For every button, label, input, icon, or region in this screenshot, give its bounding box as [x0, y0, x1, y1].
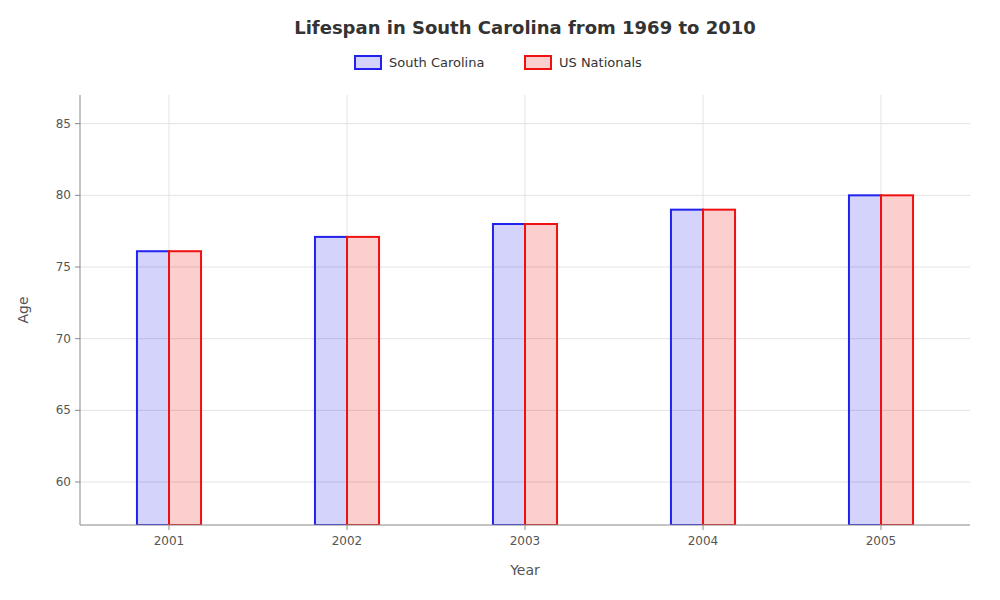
bar [671, 210, 703, 525]
bar [315, 237, 347, 525]
bar [493, 224, 525, 525]
y-tick [75, 338, 80, 339]
bar [881, 195, 913, 525]
x-tick-label: 2004 [688, 534, 719, 548]
legend: South Carolina US Nationals [355, 55, 642, 70]
bar [525, 224, 557, 525]
y-tick-label: 70 [56, 332, 71, 346]
bars [137, 195, 913, 525]
y-tick [75, 123, 80, 124]
y-axis-label: Age [15, 296, 31, 323]
y-tick-label: 85 [56, 117, 71, 131]
x-tick [347, 525, 348, 530]
legend-label: US Nationals [559, 55, 642, 70]
x-tick-label: 2003 [510, 534, 541, 548]
y-tick-label: 80 [56, 188, 71, 202]
y-tick [75, 195, 80, 196]
x-tick [169, 525, 170, 530]
x-tick [881, 525, 882, 530]
x-tick-label: 2002 [332, 534, 363, 548]
legend-swatch [525, 56, 551, 69]
y-tick-label: 75 [56, 260, 71, 274]
x-tick-label: 2001 [154, 534, 185, 548]
title: Lifespan in South Carolina from 1969 to … [294, 17, 756, 38]
y-tick [75, 410, 80, 411]
legend-label: South Carolina [389, 55, 484, 70]
y-tick [75, 482, 80, 483]
y-axis-line [80, 95, 81, 525]
chart-svg: 60 65 70 75 80 85 2001 2002 2003 2004 2005 Lifespan… [0, 0, 1000, 600]
y-tick [75, 267, 80, 268]
x-axis-label: Year [509, 562, 540, 578]
bar [137, 251, 169, 525]
x-axis-line [80, 525, 970, 526]
x-tick [525, 525, 526, 530]
bar [347, 237, 379, 525]
background [0, 0, 1000, 600]
x-tick [703, 525, 704, 530]
bar [849, 195, 881, 525]
y-tick-label: 60 [56, 475, 71, 489]
bar [703, 210, 735, 525]
grid [80, 95, 970, 525]
y-tick-label: 65 [56, 403, 71, 417]
chart-container: 60 65 70 75 80 85 2001 2002 2003 2004 2005 Lifespan… [0, 0, 1000, 600]
legend-swatch [355, 56, 381, 69]
bar [169, 251, 201, 525]
x-tick-label: 2005 [866, 534, 897, 548]
